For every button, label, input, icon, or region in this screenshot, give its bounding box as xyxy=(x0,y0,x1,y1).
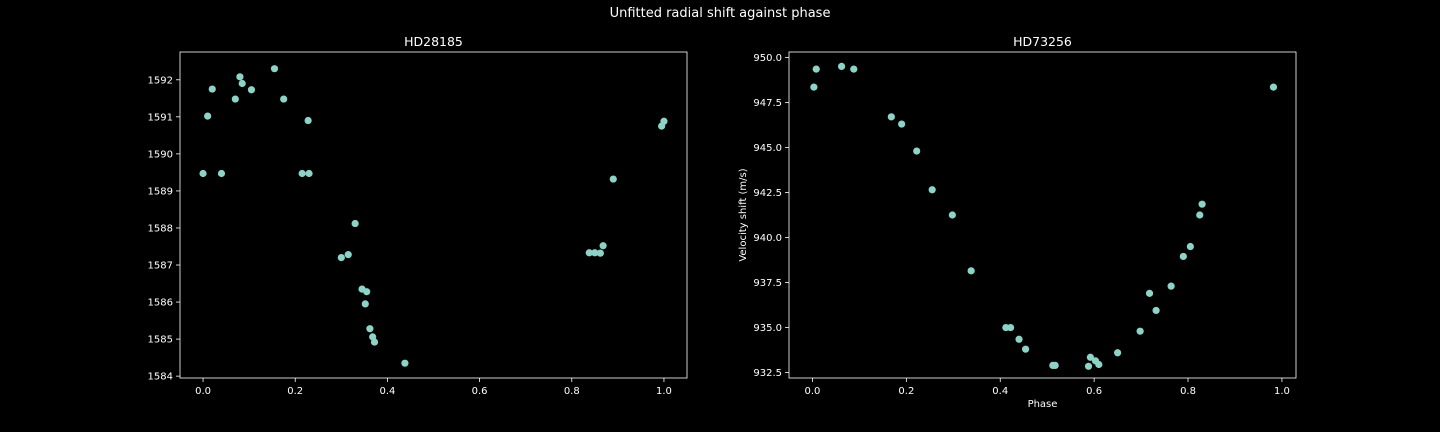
x-tick-label: 0.2 xyxy=(898,386,914,397)
data-point xyxy=(1136,327,1144,335)
y-tick-label: 1591 xyxy=(148,112,173,123)
y-tick-label: 1586 xyxy=(148,298,173,309)
plot-frame xyxy=(788,51,1297,379)
data-point xyxy=(366,325,374,333)
data-point xyxy=(898,120,906,128)
data-point xyxy=(1145,289,1154,297)
data-point xyxy=(361,300,369,308)
y-tick-label: 1590 xyxy=(148,149,173,160)
data-point xyxy=(913,147,921,155)
data-point xyxy=(1152,306,1160,315)
data-point xyxy=(370,338,379,346)
x-tick-label: 0.0 xyxy=(195,386,211,397)
data-point xyxy=(1167,282,1175,290)
data-point xyxy=(609,175,617,183)
y-tick-label: 1585 xyxy=(148,335,173,346)
x-tick-label: 0.2 xyxy=(287,386,303,397)
x-tick-label: 0.0 xyxy=(805,386,821,397)
subplot-title: HD73256 xyxy=(1013,34,1072,49)
y-tick-label: 937.5 xyxy=(753,278,782,289)
data-point xyxy=(585,249,593,257)
data-point xyxy=(305,169,313,178)
data-point xyxy=(660,117,668,125)
data-point xyxy=(1051,361,1059,369)
x-tick-label: 0.4 xyxy=(992,386,1008,397)
data-point xyxy=(850,65,858,73)
data-point xyxy=(1198,200,1206,208)
x-tick-label: 0.8 xyxy=(1180,386,1196,397)
data-point xyxy=(1196,211,1204,219)
data-point xyxy=(837,62,846,71)
data-point xyxy=(1114,349,1122,357)
subplot-title: HD28185 xyxy=(404,34,463,49)
data-point xyxy=(887,113,895,121)
y-tick-label: 1587 xyxy=(148,261,173,272)
data-point xyxy=(812,65,820,73)
data-point xyxy=(591,249,599,257)
y-tick-label: 945.0 xyxy=(753,143,782,154)
x-tick-label: 0.6 xyxy=(472,386,488,397)
data-point xyxy=(351,219,359,228)
subplot-1: HD28185 0.0 0.2 0.4 0.6 0.8 1.0 1584 1585 1586 158… xyxy=(148,34,688,397)
data-point xyxy=(304,116,312,125)
data-point xyxy=(1006,323,1015,332)
data-point xyxy=(247,86,256,94)
data-point xyxy=(948,211,956,219)
x-axis-label: Phase xyxy=(1028,399,1058,410)
y-tick-label: 950.0 xyxy=(753,53,782,64)
data-point xyxy=(337,254,345,262)
data-point xyxy=(401,359,409,367)
data-point xyxy=(1186,242,1194,251)
plot-frame xyxy=(179,51,688,379)
subplot-2: HD73256 0.0 0.2 0.4 0.6 0.8 1.0 932.5 935.0 937.5… xyxy=(738,34,1297,410)
y-tick-label: 1584 xyxy=(148,372,173,383)
x-tick-label: 0.8 xyxy=(564,386,580,397)
y-tick-label: 947.5 xyxy=(753,98,782,109)
x-tick-label: 0.6 xyxy=(1086,386,1102,397)
data-point xyxy=(298,169,306,178)
y-tick-label: 935.0 xyxy=(753,323,782,334)
figure-title: Unfitted radial shift against phase xyxy=(609,6,831,21)
data-point xyxy=(280,95,288,103)
y-tick-label: 932.5 xyxy=(753,368,782,379)
x-tick-label: 0.4 xyxy=(379,386,395,397)
data-point xyxy=(928,186,936,194)
data-point xyxy=(1095,360,1103,369)
y-tick-label: 1588 xyxy=(148,223,173,234)
y-tick-label: 942.5 xyxy=(753,188,782,199)
y-axis-label: Velocity shift (m/s) xyxy=(738,168,749,261)
y-tick-label: 940.0 xyxy=(753,233,782,244)
y-tick-label: 1589 xyxy=(148,186,173,197)
data-point xyxy=(1084,362,1093,370)
data-point xyxy=(231,95,239,103)
data-point xyxy=(236,73,244,81)
data-point xyxy=(1015,335,1023,343)
data-point xyxy=(1269,83,1278,91)
data-point xyxy=(270,65,279,73)
y-tick-label: 1592 xyxy=(148,75,173,86)
data-point xyxy=(238,79,246,88)
data-point xyxy=(1022,345,1030,353)
data-point xyxy=(199,169,207,178)
data-point xyxy=(599,242,607,250)
x-tick-label: 1.0 xyxy=(656,386,672,397)
data-point xyxy=(344,251,352,259)
x-tick-label: 1.0 xyxy=(1274,386,1290,397)
data-point xyxy=(363,288,371,296)
data-point xyxy=(204,112,212,120)
data-point xyxy=(1179,252,1187,261)
data-point xyxy=(967,267,975,275)
data-point xyxy=(208,85,216,93)
data-point xyxy=(810,83,818,91)
data-point xyxy=(217,169,226,178)
data-point xyxy=(1086,353,1094,361)
data-point xyxy=(596,249,604,257)
